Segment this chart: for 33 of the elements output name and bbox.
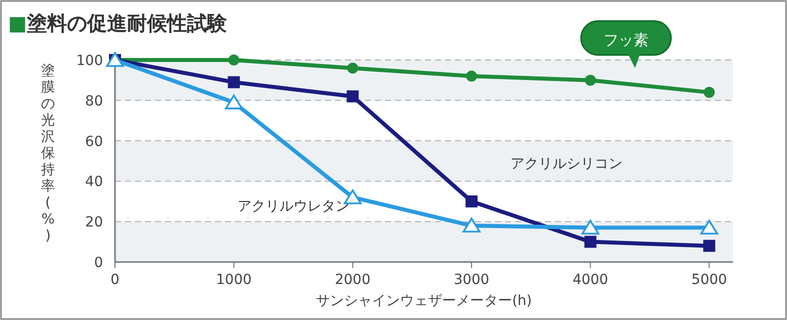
point: [700, 220, 718, 235]
point: [584, 236, 596, 248]
chart-title: ■塗料の促進耐候性試験: [8, 11, 228, 35]
x-tick-label: 2000: [334, 272, 371, 288]
point: [346, 90, 359, 102]
y-tick-label: 60: [85, 134, 103, 150]
point: [347, 62, 358, 74]
x-axis-title: サンシャインウェザーメーター(h): [316, 293, 532, 309]
point: [224, 94, 243, 110]
x-tick-label: 5000: [691, 272, 728, 288]
y-tick-label: 100: [76, 53, 103, 69]
point: [704, 86, 715, 98]
point: [466, 70, 478, 82]
point: [581, 220, 600, 235]
text: アクリルシリコン: [510, 156, 623, 172]
x-tick-label: 0: [110, 272, 120, 288]
y-tick-label: 80: [85, 93, 103, 110]
x-tick-label: 4000: [572, 272, 608, 288]
y-tick-label: 0: [94, 255, 103, 271]
y-tick-label: 20: [85, 214, 103, 231]
x-tick-label: 1000: [216, 272, 252, 288]
point: [703, 240, 716, 252]
point: [106, 52, 124, 67]
point: [466, 195, 478, 208]
point: [462, 218, 480, 233]
series-label: アクリルウレタン: [237, 198, 350, 214]
text: 塗膜の光沢保持率(%): [41, 63, 55, 244]
point: [228, 54, 240, 66]
y-tick-label: 40: [85, 174, 103, 190]
point: [228, 76, 240, 88]
x-tick-label: 3000: [454, 272, 490, 288]
series-label: フッ素: [604, 31, 649, 49]
point: [584, 74, 596, 86]
